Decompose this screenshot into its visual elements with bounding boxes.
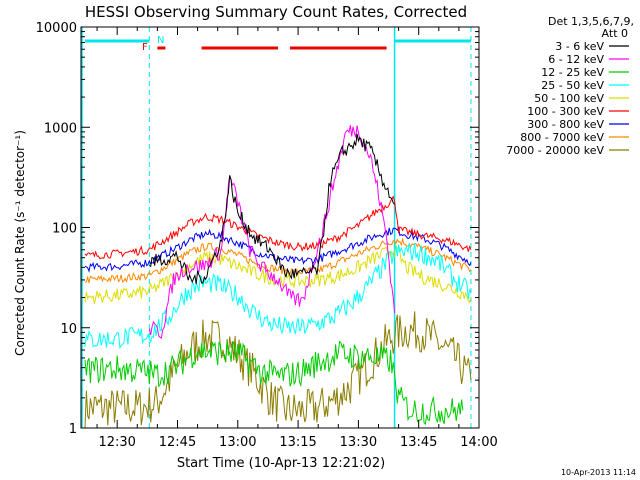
chart-title: HESSI Observing Summary Count Rates, Cor…: [85, 3, 467, 21]
x-tick-label: 13:45: [400, 435, 437, 450]
legend-header-line-1: Det 1,3,5,6,7,9,: [548, 15, 634, 28]
y-tick-label: 1000: [44, 121, 77, 136]
legend-header-line-2: Att 0: [602, 27, 628, 40]
legend-entry-label: 800 - 7000 keV: [520, 131, 604, 144]
series-line: [84, 195, 472, 260]
series-line: [149, 133, 395, 285]
x-tick-label: 12:45: [159, 435, 196, 450]
x-axis-label: Start Time (10-Apr-13 12:21:02): [177, 456, 385, 471]
axes: 12:30 12:45 13:00 13:15 13:30 13:45 14:00 1 10 10…: [36, 21, 498, 450]
y-tick-label: 100: [52, 222, 77, 237]
annotation-night-label: N: [157, 35, 164, 46]
y-axis-label: Corrected Count Rate (s⁻¹ detector⁻¹): [13, 130, 27, 356]
legend-entry-label: 3 - 6 keV: [555, 40, 604, 53]
plot-area: FN: [81, 27, 472, 428]
series-line: [84, 237, 472, 284]
series-line: [84, 242, 472, 349]
x-tick-label: 12:30: [98, 435, 135, 450]
legend-entry-label: 6 - 12 keV: [548, 53, 604, 66]
footer-date: 10-Apr-2013 11:14: [561, 468, 636, 477]
legend-entry-label: 25 - 50 keV: [541, 79, 604, 92]
y-tick-label: 10: [60, 322, 77, 337]
x-tick-label: 13:00: [219, 435, 256, 450]
series-line: [84, 340, 464, 425]
series-line: [84, 311, 472, 428]
x-tick-label: 13:15: [279, 435, 316, 450]
x-tick-label: 14:00: [460, 435, 497, 450]
series-line: [148, 125, 396, 340]
x-tick-label: 13:30: [340, 435, 377, 450]
legend-entry-label: 100 - 300 keV: [527, 105, 604, 118]
legend-entry-label: 50 - 100 keV: [534, 92, 604, 105]
y-tick-label: 10000: [36, 21, 77, 36]
legend-entry-label: 12 - 25 keV: [541, 66, 604, 79]
annotation-flare-label: F: [142, 42, 148, 53]
legend-entry-label: 300 - 800 keV: [527, 118, 604, 131]
y-tick-label: 1: [69, 422, 77, 437]
legend-entry-label: 7000 - 20000 keV: [506, 144, 604, 157]
